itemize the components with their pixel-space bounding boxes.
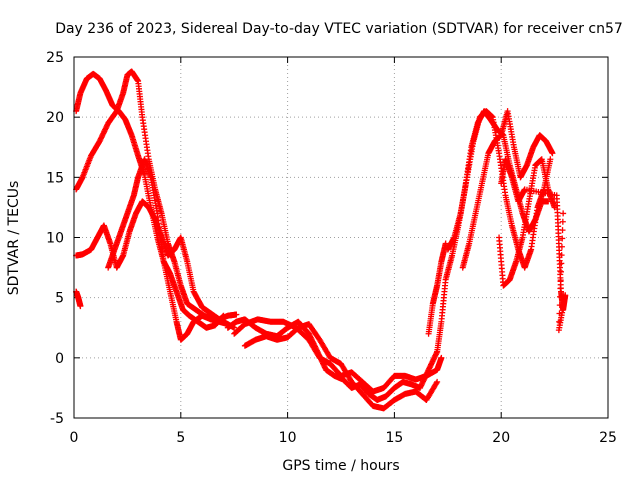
data-point [556,302,563,309]
data-point [558,243,565,250]
data-point [442,240,449,247]
tick-labels: 0 5 10 15 20 25 -5 0 5 10 15 20 25 [46,50,617,446]
y-tick-label: 10 [46,231,64,247]
y-tick-label: 15 [46,170,64,186]
data-point [558,260,565,267]
x-tick-label: 0 [70,430,79,446]
data-point [557,277,564,284]
data-point [559,227,566,234]
data-point [549,150,556,157]
data-point [434,378,441,385]
series-track-14 [498,156,569,334]
y-tick-label: 25 [46,50,64,66]
data-point [556,310,563,317]
x-tick-label: 15 [385,430,403,446]
x-tick-label: 20 [492,430,510,446]
data-point [547,156,554,163]
y-axis-label: SDTVAR / TECUs [6,181,22,296]
series-track-8 [241,321,441,412]
y-tick-label: -5 [50,411,64,427]
data-point [438,354,445,361]
data-point [433,380,440,387]
plot-frame [73,56,609,419]
series-track-4 [105,156,227,331]
data-point [556,318,563,325]
x-tick-label: 5 [176,430,185,446]
data-points [73,68,569,412]
data-point [559,235,566,242]
data-point [77,303,84,310]
data-point [233,311,240,318]
series-track-3 [73,198,240,323]
data-point [558,252,565,259]
data-point [557,293,564,300]
data-point [560,210,567,217]
y-tick-label: 0 [55,351,64,367]
data-point [557,285,564,292]
x-axis-label: GPS time / hours [282,458,399,474]
x-tick-label: 25 [599,430,617,446]
series-track-5 [73,288,84,310]
series-track-1 [73,70,231,343]
chart-title: Day 236 of 2023, Sidereal Day-to-day VTE… [55,21,623,37]
data-point [555,327,562,334]
data-point [558,268,565,275]
series-track-12 [459,108,556,271]
y-tick-label: 20 [46,110,64,126]
data-point [220,312,227,319]
series-track-11 [444,108,554,271]
x-tick-label: 10 [279,430,297,446]
data-point [559,218,566,225]
y-tick-label: 5 [55,291,64,307]
series-track-13 [496,156,558,289]
